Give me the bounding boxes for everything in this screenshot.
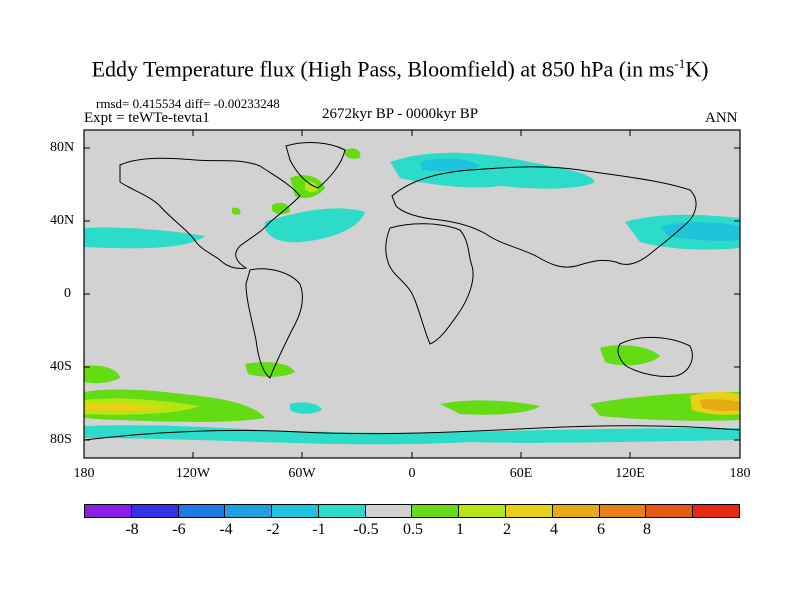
- greenland-coast: [285, 142, 346, 189]
- australia-coast: [617, 336, 693, 377]
- africa-coast: [385, 223, 474, 345]
- colorbar-label: -0.5: [353, 521, 379, 538]
- colorbar-label: 8: [643, 521, 651, 538]
- colorbar-label: 2: [503, 521, 511, 538]
- lat-ticks: [84, 147, 740, 441]
- colorbar-swatch: [552, 505, 600, 517]
- period-label: 2672kyr BP - 0000kyr BP: [322, 106, 479, 122]
- colorbar-label: 1: [456, 521, 464, 538]
- eurasia-coast: [391, 166, 697, 268]
- lat-label-40s: 40S: [50, 359, 72, 374]
- lon-label-60e: 60E: [509, 466, 533, 481]
- colorbar-label: 0.5: [403, 521, 423, 538]
- colorbar-swatch: [272, 505, 319, 517]
- colorbar-label: -4: [219, 521, 233, 538]
- colorbar-swatch: [599, 505, 647, 517]
- lon-label-0: 0: [408, 466, 416, 481]
- colorbar-swatch: [178, 505, 226, 517]
- colorbar: [84, 504, 740, 518]
- colorbar-label: 6: [597, 521, 605, 538]
- season-label: ANN: [705, 110, 738, 126]
- colorbar-label: 4: [550, 521, 558, 538]
- lat-label-0: 0: [64, 286, 71, 301]
- lon-label-60w: 60W: [288, 466, 316, 481]
- lon-ticks: [192, 130, 631, 458]
- colorbar-swatch: [412, 505, 460, 517]
- colorbar-label: -2: [266, 521, 280, 538]
- colorbar-swatch: [85, 505, 132, 517]
- colorbar-swatch: [318, 505, 366, 517]
- colorbar-swatch: [131, 505, 179, 517]
- anomaly-contours-north: [84, 148, 740, 250]
- colorbar-label: -1: [312, 521, 326, 538]
- experiment-label: Expt = teWTe-tevta1: [84, 110, 210, 126]
- anomaly-contours-south: [84, 345, 740, 445]
- colorbar-swatch: [365, 505, 413, 517]
- coastlines: [83, 142, 741, 441]
- lat-label-80n: 80N: [50, 140, 75, 155]
- stats-text: rmsd= 0.415534 diff= -0.00233248: [96, 96, 280, 111]
- colorbar-swatch: [459, 505, 507, 517]
- colorbar-swatch: [506, 505, 553, 517]
- chart-title: Eddy Temperature flux (High Pass, Bloomf…: [91, 56, 709, 82]
- lat-label-80s: 80S: [50, 432, 72, 447]
- colorbar-label: -8: [125, 521, 139, 538]
- lon-label-180w: 180: [73, 466, 95, 481]
- lon-label-120e: 120E: [615, 466, 645, 481]
- colorbar-swatch: [693, 505, 739, 517]
- south-america-coast: [245, 268, 303, 379]
- lon-label-180e: 180: [729, 466, 751, 481]
- colorbar-label: -6: [172, 521, 186, 538]
- lat-label-40n: 40N: [50, 213, 75, 228]
- colorbar-swatch: [225, 505, 273, 517]
- north-america-coast: [119, 157, 301, 269]
- colorbar-swatch: [646, 505, 694, 517]
- antarctica-coast: [83, 425, 741, 441]
- lon-label-120w: 120W: [175, 466, 211, 481]
